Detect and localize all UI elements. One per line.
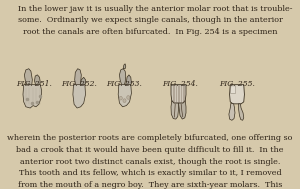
Polygon shape: [80, 77, 86, 86]
Text: bad a crook that it would have been quite difficult to fill it.  In the: bad a crook that it would have been quit…: [16, 146, 284, 154]
Text: FIG. 255.: FIG. 255.: [219, 80, 255, 88]
Text: In the lower jaw it is usually the anterior molar root that is trouble-: In the lower jaw it is usually the anter…: [8, 5, 292, 13]
Text: root the canals are often bifurcated.  In Fig. 254 is a specimen: root the canals are often bifurcated. In…: [23, 28, 277, 36]
Polygon shape: [171, 85, 186, 103]
Text: FIG. 252.: FIG. 252.: [61, 80, 98, 88]
Polygon shape: [178, 101, 186, 119]
Ellipse shape: [127, 96, 130, 99]
Polygon shape: [125, 75, 131, 86]
Text: FIG. 253.: FIG. 253.: [106, 80, 142, 88]
Polygon shape: [171, 101, 178, 119]
Polygon shape: [123, 64, 126, 69]
Ellipse shape: [123, 99, 126, 102]
Polygon shape: [24, 69, 32, 86]
Polygon shape: [34, 75, 40, 86]
Polygon shape: [238, 104, 244, 120]
Polygon shape: [75, 69, 81, 86]
Text: wherein the posterior roots are completely bifurcated, one offering so: wherein the posterior roots are complete…: [7, 134, 293, 142]
Text: some.  Ordinarily we expect single canals, though in the anterior: some. Ordinarily we expect single canals…: [18, 16, 282, 24]
Polygon shape: [73, 85, 85, 108]
Text: This tooth and its fellow, which is exactly similar to it, I removed: This tooth and its fellow, which is exac…: [19, 169, 281, 177]
Text: FIG. 251.: FIG. 251.: [16, 80, 52, 88]
Polygon shape: [119, 69, 126, 86]
Polygon shape: [229, 103, 235, 120]
Polygon shape: [230, 85, 244, 104]
Ellipse shape: [119, 96, 122, 100]
Polygon shape: [23, 85, 42, 108]
Polygon shape: [230, 86, 236, 93]
Polygon shape: [118, 85, 131, 107]
Text: anterior root two distinct canals exist, though the root is single.: anterior root two distinct canals exist,…: [20, 158, 280, 166]
Text: from the mouth of a negro boy.  They are sixth-year molars.  This: from the mouth of a negro boy. They are …: [18, 181, 282, 189]
Text: FIG. 254.: FIG. 254.: [162, 80, 198, 88]
